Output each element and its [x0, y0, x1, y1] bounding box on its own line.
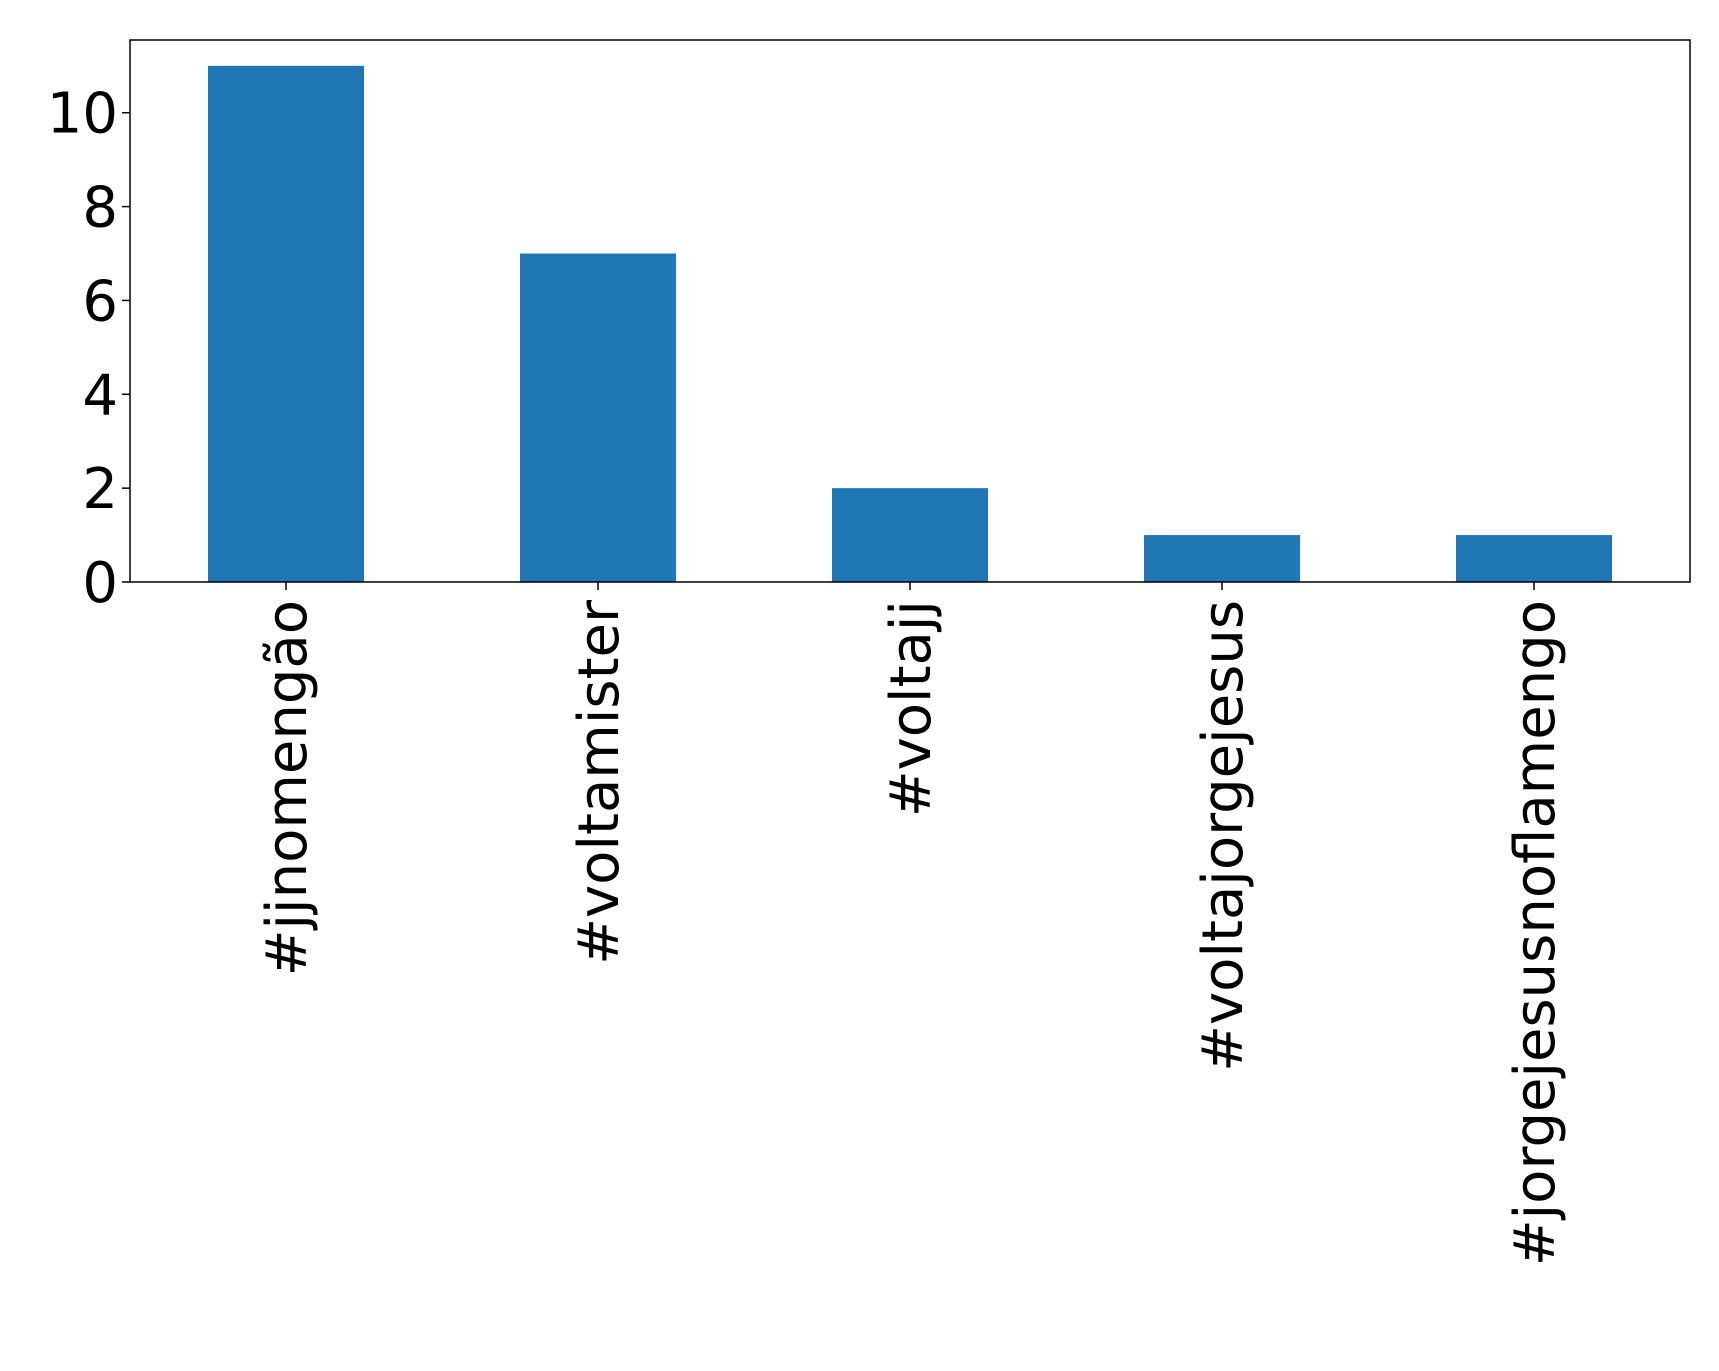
x-tick-label: #voltamister [567, 599, 632, 965]
y-tick-label: 4 [82, 363, 118, 428]
y-tick-label: 10 [47, 82, 118, 147]
y-tick-label: 6 [82, 269, 118, 334]
x-tick-label: #voltajorgejesus [1191, 600, 1256, 1072]
bar [1456, 535, 1612, 582]
x-axis: #jjnomengão #voltamister #voltajj #voltajor… [255, 582, 1568, 1266]
y-tick-label: 2 [82, 457, 118, 522]
bar [208, 65, 364, 582]
bar [1144, 535, 1300, 582]
plot-frame [129, 39, 1691, 583]
bar [520, 253, 676, 582]
y-axis: 0 2 4 6 8 10 [47, 82, 130, 616]
bars-layer [208, 65, 1612, 582]
bar [832, 488, 988, 582]
x-tick-label: #jjnomengão [255, 600, 320, 976]
y-tick-label: 0 [82, 551, 118, 616]
x-tick-label: #voltajj [879, 600, 944, 817]
y-tick-label: 8 [82, 176, 118, 241]
x-tick-label: #jorgejesusnoflamengo [1503, 600, 1568, 1266]
